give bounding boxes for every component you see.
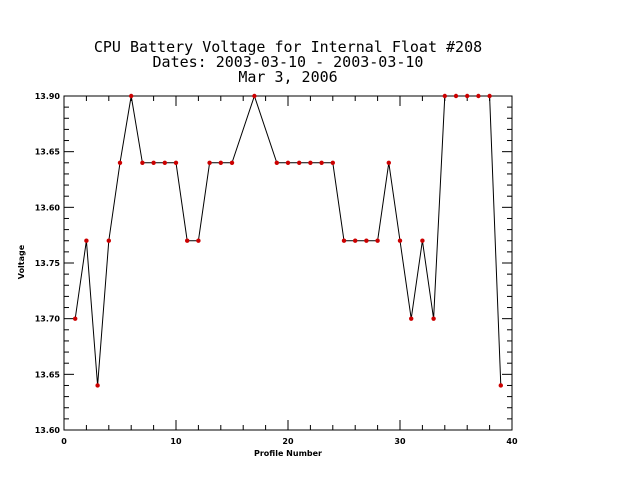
data-point [207, 160, 212, 165]
data-point [409, 316, 414, 321]
data-point [140, 160, 145, 165]
series [73, 93, 503, 388]
y-tick-label: 13.70 [35, 315, 61, 324]
data-point [173, 160, 179, 165]
axis-tick-labels: 0 10 20 30 40 13.60 13.65 13.70 13.75 13.60 13.65 1… [35, 92, 518, 446]
data-point [297, 160, 302, 165]
y-tick-label: 13.90 [35, 92, 61, 101]
data-point [397, 238, 403, 243]
x-tick-label: 10 [170, 437, 182, 446]
data-point [106, 238, 112, 243]
data-point [73, 316, 78, 321]
data-point [330, 160, 335, 165]
data-point [364, 238, 369, 243]
data-point [375, 238, 380, 243]
y-tick-label: 13.75 [35, 259, 61, 268]
y-tick-label: 13.60 [35, 203, 61, 212]
data-point [229, 160, 235, 165]
data-point [420, 238, 425, 243]
data-point [386, 160, 391, 165]
data-point [129, 93, 134, 99]
data-point [319, 160, 324, 165]
data-point [151, 160, 156, 165]
x-axis-label: Profile Number [254, 449, 322, 458]
data-point [465, 93, 470, 99]
x-tick-label: 40 [506, 437, 518, 446]
data-point [431, 316, 436, 321]
x-tick-label: 20 [282, 437, 294, 446]
y-axis-label: Voltage [17, 244, 26, 279]
data-point [162, 160, 167, 165]
data-point [84, 238, 89, 243]
data-point [453, 93, 459, 99]
data-point [218, 160, 223, 165]
data-point [274, 160, 279, 165]
data-point [308, 160, 313, 165]
data-point [341, 238, 347, 243]
x-tick-label: 0 [61, 437, 67, 446]
y-tick-label: 13.60 [35, 426, 61, 435]
chart-date-generated: Mar 3, 2006 [238, 68, 337, 86]
y-tick-label: 13.65 [35, 370, 61, 379]
data-point [95, 383, 100, 388]
data-point [498, 383, 503, 388]
chart-dates: Dates: 2003-03-10 - 2003-03-10 [153, 53, 424, 71]
data-point [185, 238, 190, 243]
data-point [353, 238, 358, 243]
data-point [117, 160, 123, 165]
data-point [252, 93, 257, 99]
data-point [196, 238, 201, 243]
chart-title: CPU Battery Voltage for Internal Float #… [94, 38, 482, 56]
data-point [476, 93, 481, 99]
y-tick-label: 13.65 [35, 148, 61, 157]
data-point [442, 93, 447, 99]
data-point [285, 160, 291, 165]
data-point [487, 93, 492, 99]
x-tick-label: 30 [394, 437, 406, 446]
